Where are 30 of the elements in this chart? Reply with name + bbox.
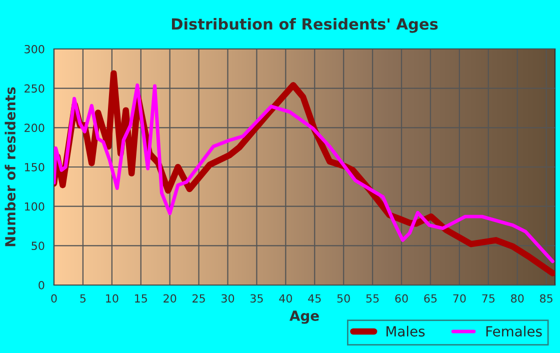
- x-tick-label: 25: [192, 294, 205, 303]
- x-tick-label: 15: [135, 294, 147, 303]
- x-tick-label: 45: [308, 294, 321, 303]
- y-tick-label: 0: [38, 280, 44, 290]
- x-tick-label: 30: [222, 294, 234, 303]
- y-tick-label: 150: [24, 162, 44, 172]
- x-tick-label: 70: [453, 294, 466, 303]
- y-tick-label: 100: [24, 202, 44, 211]
- x-axis-title: Age: [290, 310, 319, 324]
- x-tick-label: 50: [337, 294, 350, 303]
- x-tick-label: 40: [279, 294, 292, 303]
- x-tick-label: 5: [80, 294, 86, 303]
- x-tick-label: 10: [106, 294, 118, 303]
- x-tick-label: 0: [51, 294, 57, 303]
- legend-label: Females: [486, 326, 542, 337]
- legend-label: Males: [386, 326, 425, 337]
- chart-title: Distribution of Residents' Ages: [172, 18, 438, 33]
- x-tick-label: 55: [366, 294, 379, 303]
- x-tick-label: 80: [511, 294, 524, 303]
- x-tick-label: 65: [424, 294, 437, 303]
- x-tick-label: 75: [482, 294, 494, 303]
- y-tick-label: 50: [32, 242, 44, 250]
- y-tick-label: 300: [24, 44, 44, 54]
- y-tick-label: 250: [24, 84, 44, 93]
- y-tick-label: 200: [24, 124, 44, 132]
- x-tick-label: 20: [164, 294, 176, 303]
- x-tick-label: 85: [540, 294, 552, 303]
- x-tick-label: 60: [395, 294, 408, 303]
- y-axis-title: Number of residents: [4, 87, 16, 246]
- x-tick-label: 35: [250, 294, 263, 303]
